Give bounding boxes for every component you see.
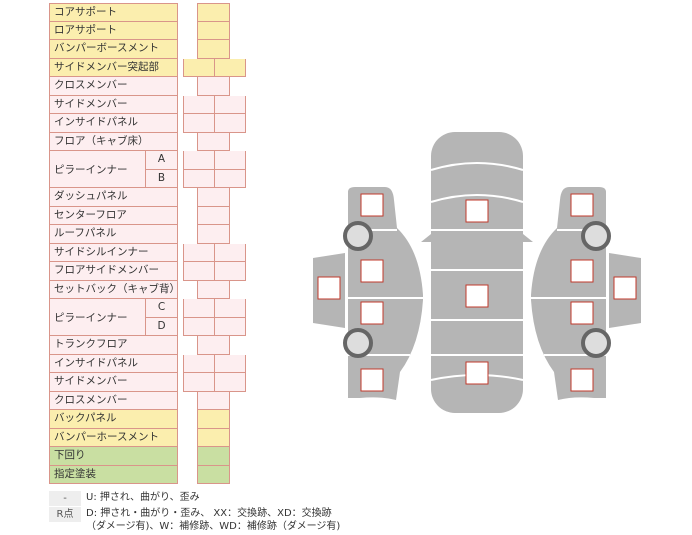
row-label: サイドシルインナー [49,243,178,262]
rating-cell [197,206,230,225]
row-label: ロアサポート [49,21,178,40]
row-sublabel: A [145,151,178,170]
rating-cell [214,262,246,281]
damage-marker [360,368,384,392]
damage-marker [570,259,594,283]
rating-cell [197,280,230,299]
damage-marker [360,301,384,325]
row-label: コアサポート [49,3,178,22]
row-label: センターフロア [49,206,178,225]
row-label: フロア（キャブ床） [49,132,178,151]
row-label: サイドメンバー [49,95,178,114]
car-side-view-left [313,187,423,400]
rating-cell [197,77,230,96]
rating-cell [197,225,230,244]
damage-marker [465,361,489,385]
car-top-view [421,132,533,413]
rating-cell [197,428,230,447]
rating-cell [214,317,246,336]
damage-marker [465,199,489,223]
rating-cell [197,391,230,410]
rating-cell [197,447,230,466]
damage-marker [570,193,594,217]
row-label: 指定塗装 [49,465,178,484]
legend-key-dash: - [49,491,81,506]
legend-text-d2: （ダメージ有)、W：補修跡、WD：補修跡（ダメージ有) [86,521,341,532]
rating-cell [214,151,246,170]
row-label: バンパーボースメント [49,40,178,59]
rating-cell [197,188,230,207]
damage-marker [613,276,637,300]
row-label: クロスメンバー [49,391,178,410]
row-label: サイドメンバー突起部 [49,58,178,77]
rating-cell [214,299,246,318]
damage-marker [360,193,384,217]
rating-cell [214,373,246,392]
damage-marker [570,301,594,325]
row-sublabel: C [145,299,178,318]
row-label: ダッシュパネル [49,188,178,207]
row-label: フロアサイドメンバー [49,262,178,281]
row-label: ルーフパネル [49,225,178,244]
row-label: 下回り [49,447,178,466]
row-label: サイドメンバー [49,373,178,392]
rating-cell [214,114,246,133]
rating-cell [197,3,230,22]
row-label: ピラーインナー [49,151,146,188]
row-label: インサイドパネル [49,114,178,133]
damage-marker [570,368,594,392]
row-sublabel: B [145,169,178,188]
row-label: バックパネル [49,410,178,429]
rating-cell [197,410,230,429]
rating-cell [214,243,246,262]
row-label: トランクフロア [49,336,178,355]
row-label: バンパーホースメント [49,428,178,447]
legend-key-r: R点 [49,507,81,522]
rating-cell [197,465,230,484]
row-label: インサイドパネル [49,354,178,373]
row-sublabel: D [145,317,178,336]
legend-text-u: U: 押され、曲がり、歪み [86,492,200,503]
rating-cell [197,21,230,40]
damage-marker [360,259,384,283]
row-label: ピラーインナー [49,299,146,336]
legend-text-d: D: 押され・曲がり・歪み、 XX：交換跡、XD：交換跡 [86,508,332,519]
rating-cell [197,40,230,59]
rating-cell [214,354,246,373]
rating-cell [214,58,246,77]
damage-marker [317,276,341,300]
rating-cell [214,169,246,188]
damage-marker [465,284,489,308]
row-label: クロスメンバー [49,77,178,96]
row-label: セットバック（キャブ背） [49,280,180,299]
rating-cell [197,336,230,355]
rating-cell [197,132,230,151]
rating-cell [214,95,246,114]
